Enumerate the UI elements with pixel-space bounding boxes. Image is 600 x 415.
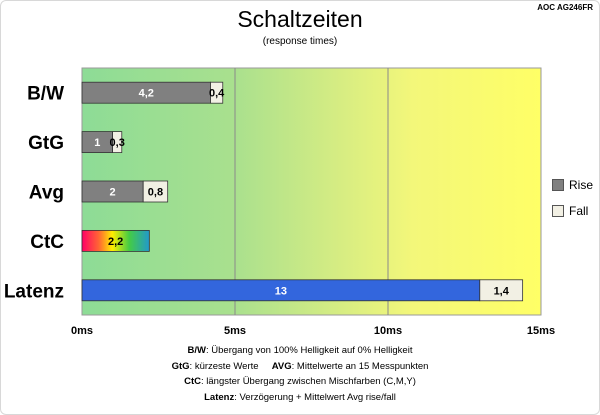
data-label-fall: 1,4 — [494, 285, 510, 297]
data-label-rise: 2,2 — [108, 236, 123, 248]
footnote-term: AVG — [271, 360, 292, 372]
data-label-rise: 4,2 — [139, 88, 154, 100]
data-label-fall: 0,8 — [148, 187, 163, 199]
bar-fall — [210, 81, 224, 104]
category-label: B/W — [27, 84, 64, 105]
footnote-text: : längster Übergang zwischen Mischfarben… — [200, 376, 416, 387]
footnote-term: B/W — [187, 345, 206, 356]
data-label-rise: 2 — [110, 187, 116, 199]
footnote-gtg-avg: GtG: kürzeste Werte AVG: Mittelwerte an … — [0, 359, 600, 375]
data-label-rise: 1 — [94, 137, 100, 149]
x-tick-label: 10ms — [374, 325, 402, 337]
data-label-rise: 13 — [275, 285, 287, 297]
x-tick-label: 15ms — [527, 325, 555, 337]
bar-fall — [479, 279, 524, 302]
footnote-text: : Mittelwerte an 15 Messpunkten — [291, 360, 429, 372]
footnote-ctc: CtC: längster Übergang zwischen Mischfar… — [0, 374, 600, 390]
footnote-latenz: Latenz: Verzögerung + Mittelwert Avg ris… — [0, 390, 600, 406]
bar-rise — [81, 229, 150, 252]
bar-fall — [142, 180, 169, 203]
bar-fall — [112, 131, 123, 154]
legend: Rise Fall — [552, 178, 593, 230]
legend-label-fall: Fall — [569, 204, 589, 218]
legend-item-fall: Fall — [552, 204, 593, 218]
footnote-term: GtG — [171, 360, 190, 372]
data-label-fall: 0,3 — [110, 137, 125, 149]
footnote-term: CtC — [184, 376, 201, 387]
model-label: AOC AG246FR — [537, 3, 593, 12]
chart-title: Schaltzeiten — [237, 6, 363, 32]
footnote-text: : Übergang von 100% Helligkeit auf 0% He… — [205, 345, 413, 356]
category-label: Avg — [29, 183, 64, 204]
data-label-fall: 0,4 — [209, 88, 225, 100]
category-label: Latenz — [4, 281, 64, 302]
footnote-term: Latenz — [204, 391, 235, 403]
legend-item-rise: Rise — [552, 178, 593, 192]
category-label: GtG — [28, 133, 64, 154]
legend-swatch-fall — [552, 205, 564, 217]
footnote-bw: B/W: Übergang von 100% Helligkeit auf 0%… — [0, 343, 600, 359]
x-tick-label: 0ms — [71, 325, 93, 337]
footnote-text: : kürzeste Werte — [189, 360, 259, 372]
category-label: CtC — [30, 232, 64, 253]
footnote-text: : Verzögerung + Mittelwert Avg rise/fall — [234, 391, 396, 403]
x-tick-label: 5ms — [224, 325, 246, 337]
legend-label-rise: Rise — [569, 178, 594, 192]
chart-subtitle: (response times) — [262, 36, 338, 47]
footnotes: B/W: Übergang von 100% Helligkeit auf 0%… — [0, 343, 600, 405]
legend-swatch-rise — [552, 179, 564, 191]
